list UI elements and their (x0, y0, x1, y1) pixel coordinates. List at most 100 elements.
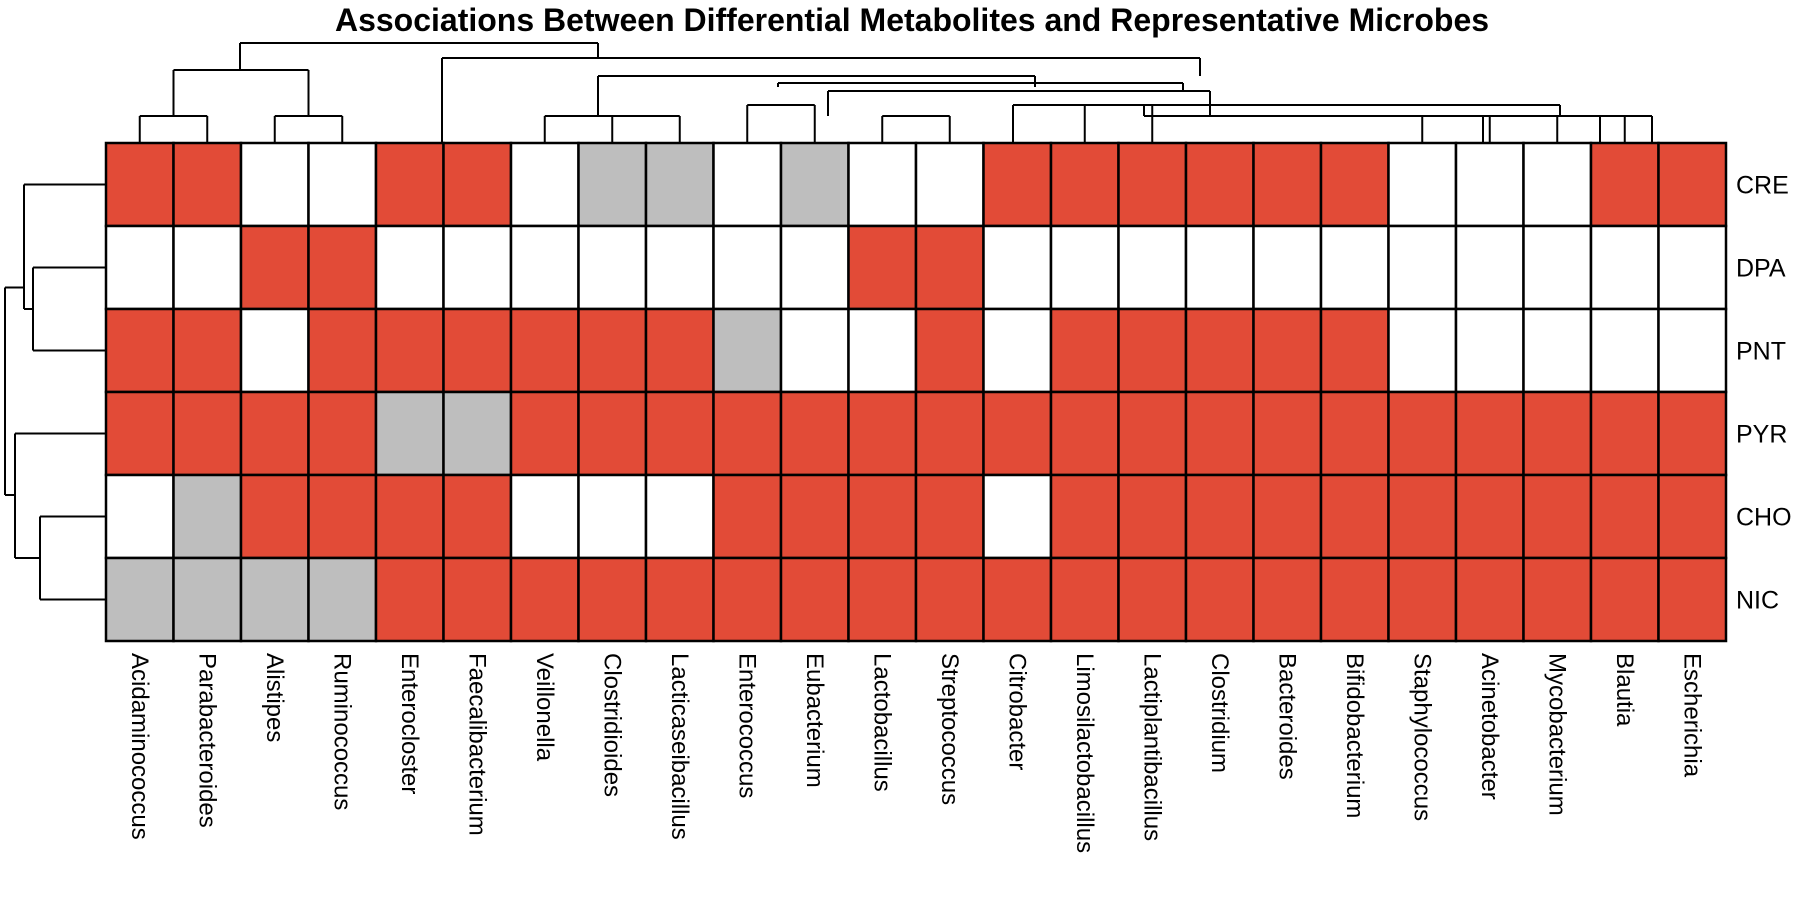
cell-nic-citrobacter (982, 556, 1053, 643)
cell-pnt-enterococcus (712, 307, 783, 394)
cell-cre-lacticaseibacillus (644, 141, 715, 228)
cell-cho-faecalibacterium (442, 473, 513, 560)
cell-cre-alistipes (239, 141, 310, 228)
cell-pnt-lactiplantibacillus (1117, 307, 1188, 394)
cell-pnt-staphylococcus (1387, 307, 1458, 394)
cell-nic-alistipes (239, 556, 310, 643)
cell-cre-acidaminococcus (104, 141, 175, 228)
cell-nic-clostridioides (577, 556, 648, 643)
cell-dpa-eubacterium (779, 224, 850, 311)
col-label-bacteroides: Bacteroides (1273, 653, 1300, 780)
col-label-citrobacter: Citrobacter (1003, 653, 1030, 770)
row-labels: CRE DPA PNT PYR CHO NIC (1736, 172, 1792, 615)
col-label-limosilactobacillus: Limosilactobacillus (1071, 653, 1098, 853)
col-label-enterococcus: Enterococcus (733, 653, 760, 798)
cell-dpa-mycobacterium (1522, 224, 1593, 311)
cell-cho-lactiplantibacillus (1117, 473, 1188, 560)
row-dendrogram (4, 183, 106, 601)
cell-pnt-acidaminococcus (104, 307, 175, 394)
cell-pnt-parabacteroides (172, 307, 243, 394)
cell-dpa-faecalibacterium (442, 224, 513, 311)
col-label-clostridioides: Clostridioides (598, 653, 625, 797)
cell-pnt-citrobacter (982, 307, 1053, 394)
cell-dpa-streptococcus (914, 224, 985, 311)
cell-cho-clostridioides (577, 473, 648, 560)
cell-pnt-streptococcus (914, 307, 985, 394)
cell-pnt-bacteroides (1252, 307, 1323, 394)
col-label-lactobacillus: Lactobacillus (868, 653, 895, 792)
cell-nic-ruminococcus (307, 556, 378, 643)
cell-cho-citrobacter (982, 473, 1053, 560)
col-label-clostridium: Clostridium (1206, 653, 1233, 773)
cell-cre-citrobacter (982, 141, 1053, 228)
cell-pyr-lactiplantibacillus (1117, 390, 1188, 477)
cell-cre-enterocloster (374, 141, 445, 228)
cell-dpa-clostridium (1184, 224, 1255, 311)
cell-dpa-veillonella (509, 224, 580, 311)
cell-nic-blautia (1589, 556, 1660, 643)
cell-dpa-clostridioides (577, 224, 648, 311)
cell-nic-clostridium (1184, 556, 1255, 643)
cell-pyr-veillonella (509, 390, 580, 477)
cell-cre-limosilactobacillus (1049, 141, 1120, 228)
cell-cre-blautia (1589, 141, 1660, 228)
cell-nic-bacteroides (1252, 556, 1323, 643)
row-label-cre: CRE (1736, 172, 1789, 200)
cell-pnt-clostridioides (577, 307, 648, 394)
row-label-pnt: PNT (1736, 338, 1786, 366)
cell-pnt-blautia (1589, 307, 1660, 394)
cell-cre-streptococcus (914, 141, 985, 228)
cell-nic-acinetobacter (1454, 556, 1525, 643)
cell-cho-limosilactobacillus (1049, 473, 1120, 560)
cell-cho-enterocloster (374, 473, 445, 560)
row-label-nic: NIC (1736, 587, 1779, 615)
cell-dpa-lactobacillus (847, 224, 918, 311)
cell-cho-parabacteroides (172, 473, 243, 560)
cell-nic-streptococcus (914, 556, 985, 643)
cell-cho-enterococcus (712, 473, 783, 560)
col-label-mycobacterium: Mycobacterium (1543, 653, 1570, 816)
cell-pnt-veillonella (509, 307, 580, 394)
cell-dpa-lacticaseibacillus (644, 224, 715, 311)
cell-pyr-enterocloster (374, 390, 445, 477)
col-label-veillonella: Veillonella (531, 653, 558, 762)
col-label-acidaminococcus: Acidaminococcus (126, 653, 153, 840)
cell-pnt-lacticaseibacillus (644, 307, 715, 394)
cell-pnt-escherichia (1657, 307, 1728, 394)
cell-dpa-enterococcus (712, 224, 783, 311)
row-label-cho: CHO (1736, 504, 1792, 532)
col-label-lacticaseibacillus: Lacticaseibacillus (666, 653, 693, 840)
heatmap-cells (104, 141, 1728, 643)
column-labels: Acidaminococcus Parabacteroides Alistipes R… (126, 653, 1706, 853)
col-label-escherichia: Escherichia (1678, 653, 1705, 778)
cell-pyr-bifidobacterium (1319, 390, 1390, 477)
cell-cho-acinetobacter (1454, 473, 1525, 560)
cell-cho-blautia (1589, 473, 1660, 560)
cell-pnt-mycobacterium (1522, 307, 1593, 394)
cell-cre-enterococcus (712, 141, 783, 228)
col-label-ruminococcus: Ruminococcus (328, 653, 355, 810)
cell-pyr-clostridium (1184, 390, 1255, 477)
cell-pnt-lactobacillus (847, 307, 918, 394)
cell-dpa-acidaminococcus (104, 224, 175, 311)
cell-cre-lactiplantibacillus (1117, 141, 1188, 228)
cell-dpa-acinetobacter (1454, 224, 1525, 311)
row-label-pyr: PYR (1736, 421, 1787, 449)
cell-cre-clostridioides (577, 141, 648, 228)
cell-cre-escherichia (1657, 141, 1728, 228)
cell-nic-enterocloster (374, 556, 445, 643)
col-label-eubacterium: Eubacterium (801, 653, 828, 788)
cell-pyr-clostridioides (577, 390, 648, 477)
cell-cho-eubacterium (779, 473, 850, 560)
cell-pnt-eubacterium (779, 307, 850, 394)
cell-cho-staphylococcus (1387, 473, 1458, 560)
cell-cho-mycobacterium (1522, 473, 1593, 560)
cell-pnt-faecalibacterium (442, 307, 513, 394)
cell-cre-mycobacterium (1522, 141, 1593, 228)
cell-pnt-limosilactobacillus (1049, 307, 1120, 394)
cell-cre-staphylococcus (1387, 141, 1458, 228)
cell-nic-lactobacillus (847, 556, 918, 643)
cell-nic-staphylococcus (1387, 556, 1458, 643)
col-label-blautia: Blautia (1611, 653, 1638, 727)
